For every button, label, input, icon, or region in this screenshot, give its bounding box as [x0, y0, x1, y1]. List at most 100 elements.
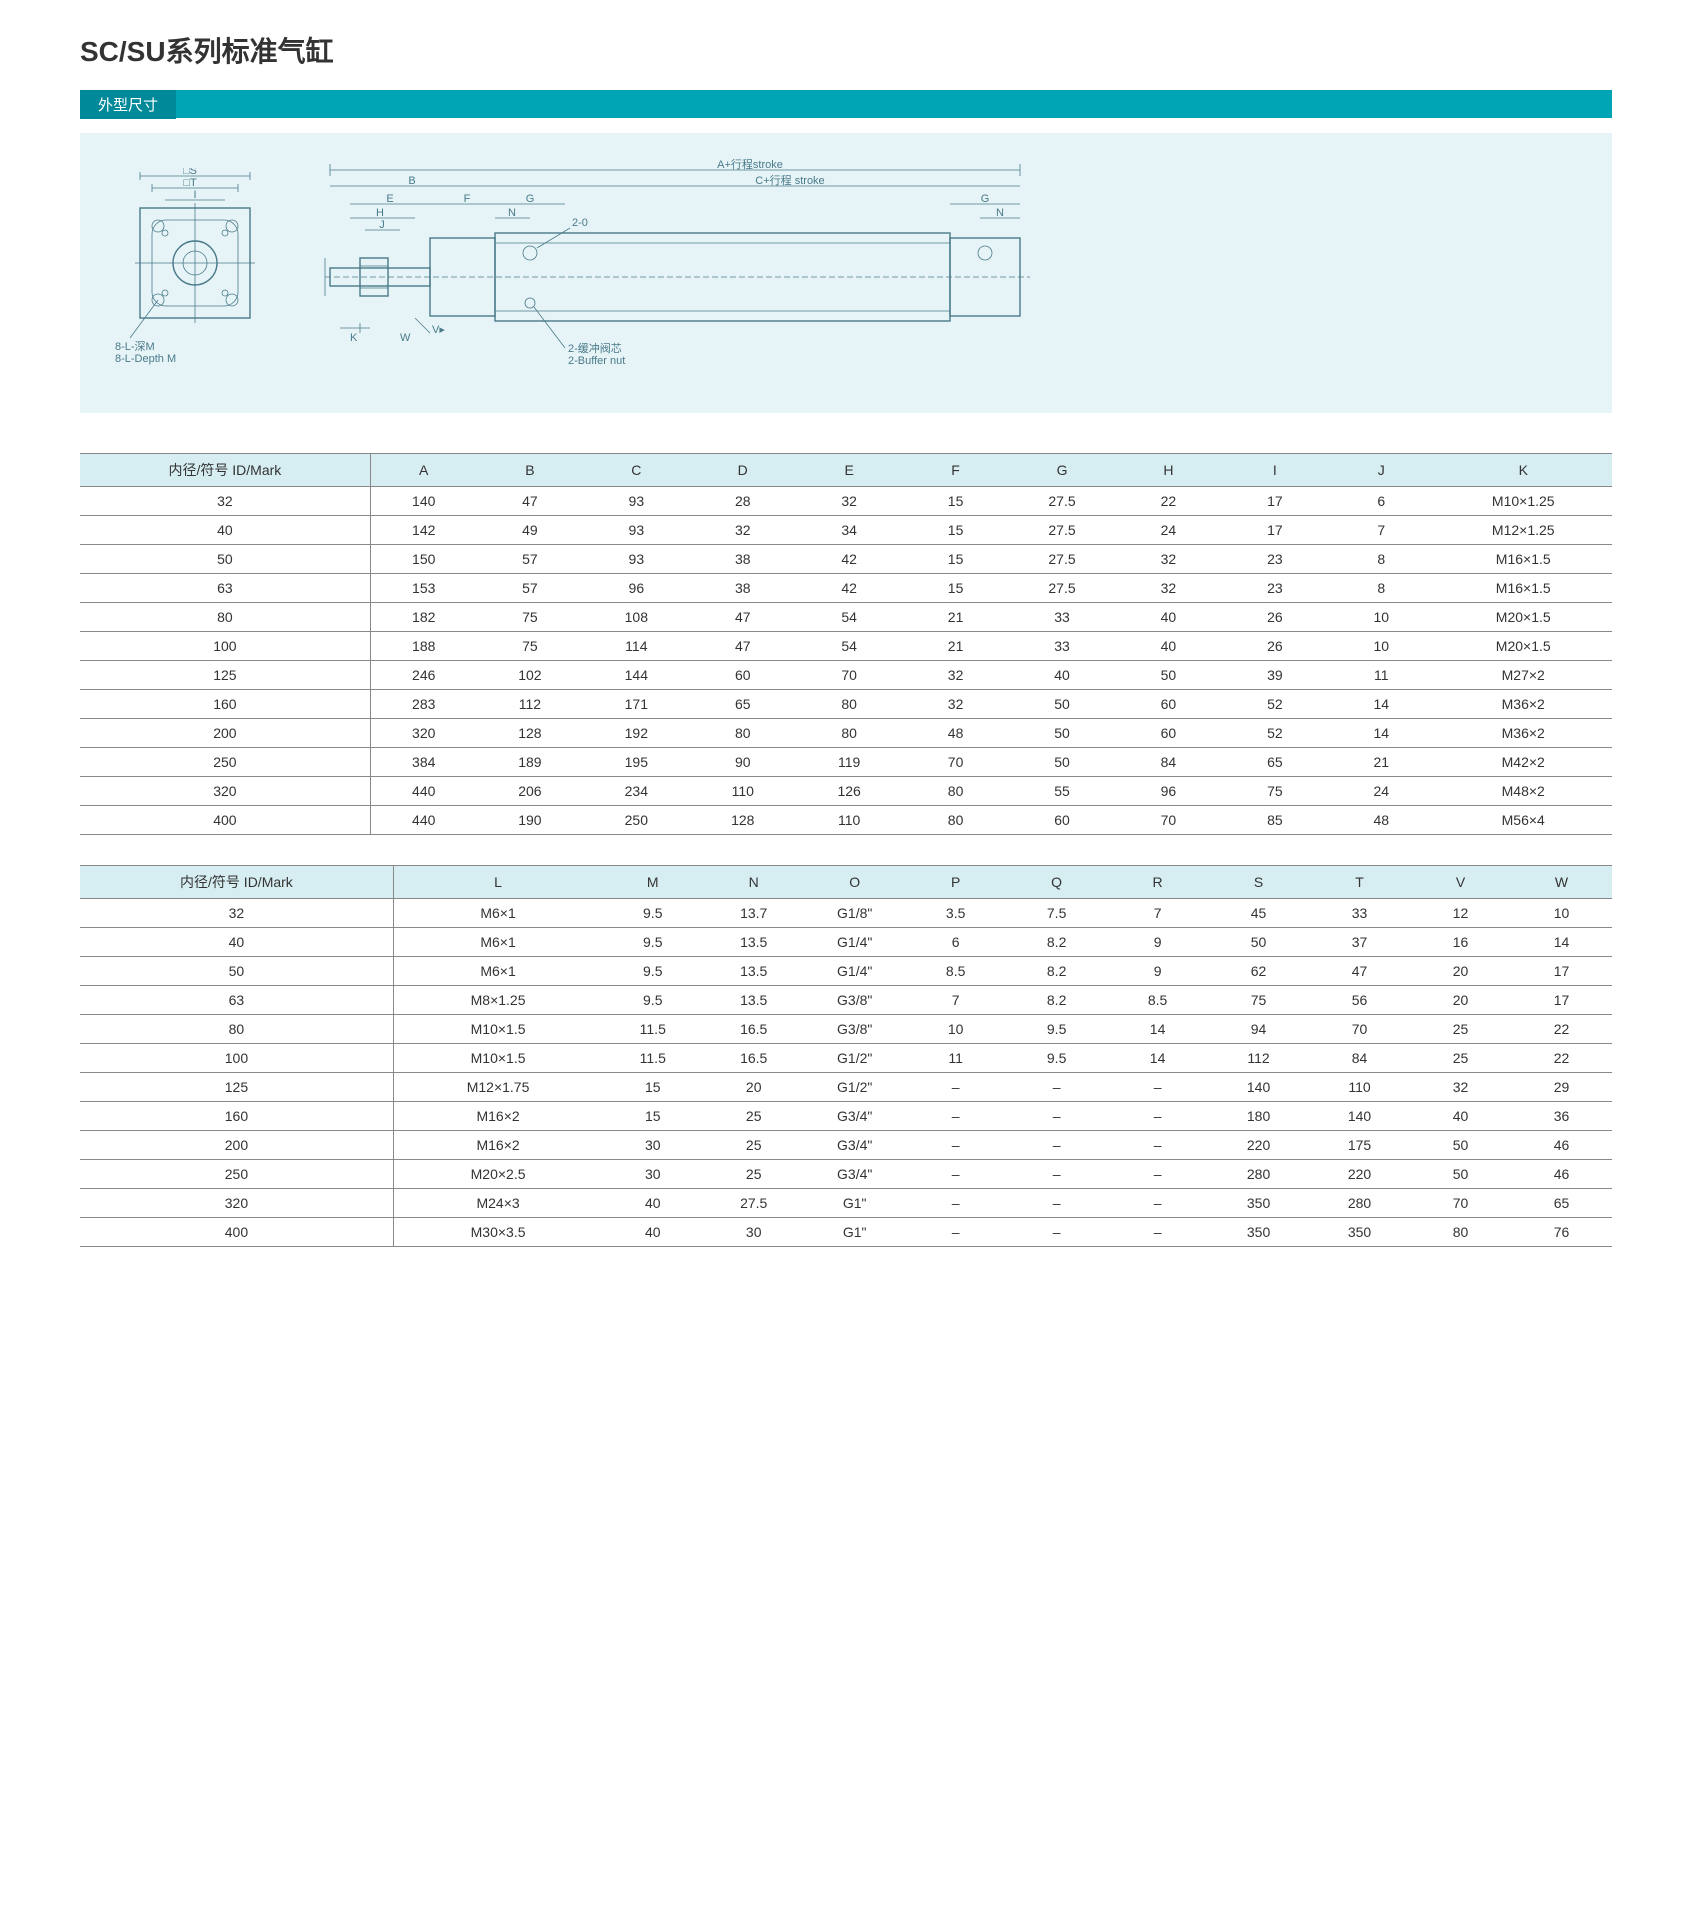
- cell: 11.5: [602, 1044, 703, 1073]
- svg-text:H: H: [376, 207, 384, 219]
- row-id: 100: [80, 1044, 393, 1073]
- cell: M36×2: [1434, 690, 1612, 719]
- cell: 80: [796, 690, 902, 719]
- cell: 27.5: [1009, 545, 1115, 574]
- cell: 13.7: [703, 899, 804, 928]
- row-id: 200: [80, 1131, 393, 1160]
- cell: 142: [370, 516, 476, 545]
- cell: M27×2: [1434, 661, 1612, 690]
- cell: 15: [902, 487, 1008, 516]
- row-id: 50: [80, 957, 393, 986]
- cell: 140: [370, 487, 476, 516]
- cell: M8×1.25: [393, 986, 602, 1015]
- cell: 70: [1115, 806, 1221, 835]
- cell: 70: [796, 661, 902, 690]
- cell: 46: [1511, 1131, 1612, 1160]
- svg-text:J: J: [379, 219, 385, 231]
- svg-text:N: N: [508, 207, 516, 219]
- cell: 180: [1208, 1102, 1309, 1131]
- col-header: S: [1208, 866, 1309, 899]
- cell: G1": [804, 1189, 905, 1218]
- cell: –: [905, 1189, 1006, 1218]
- cell: 40: [602, 1189, 703, 1218]
- cell: 52: [1222, 690, 1328, 719]
- svg-text:2-0: 2-0: [572, 217, 588, 229]
- cell: 25: [703, 1102, 804, 1131]
- cell: 29: [1511, 1073, 1612, 1102]
- cell: 220: [1208, 1131, 1309, 1160]
- cell: 384: [370, 748, 476, 777]
- cell: G3/8": [804, 986, 905, 1015]
- cell: 50: [1009, 719, 1115, 748]
- cell: M42×2: [1434, 748, 1612, 777]
- cell: 25: [1410, 1015, 1511, 1044]
- table-row: 40M6×19.513.5G1/4"68.2950371614: [80, 928, 1612, 957]
- cell: M12×1.25: [1434, 516, 1612, 545]
- cell: G3/4": [804, 1131, 905, 1160]
- cell: 75: [1222, 777, 1328, 806]
- cell: 350: [1208, 1218, 1309, 1247]
- cell: 21: [902, 603, 1008, 632]
- cell: 11.5: [602, 1015, 703, 1044]
- cell: M10×1.5: [393, 1015, 602, 1044]
- cell: 96: [1115, 777, 1221, 806]
- table-row: 12524610214460703240503911M27×2: [80, 661, 1612, 690]
- cell: 108: [583, 603, 689, 632]
- cell: 9: [1107, 928, 1208, 957]
- row-id: 32: [80, 899, 393, 928]
- cell: G1/4": [804, 928, 905, 957]
- cell: 65: [1222, 748, 1328, 777]
- cell: 21: [1328, 748, 1434, 777]
- cell: G1/2": [804, 1073, 905, 1102]
- cell: 195: [583, 748, 689, 777]
- cell: M10×1.5: [393, 1044, 602, 1073]
- cell: 11: [1328, 661, 1434, 690]
- col-header: M: [602, 866, 703, 899]
- cell: 102: [477, 661, 583, 690]
- cell: 40: [1115, 632, 1221, 661]
- row-id: 40: [80, 516, 370, 545]
- table-row: 16028311217165803250605214M36×2: [80, 690, 1612, 719]
- row-id: 80: [80, 603, 370, 632]
- cell: 52: [1222, 719, 1328, 748]
- cell: 33: [1009, 603, 1115, 632]
- cell: 50: [1410, 1131, 1511, 1160]
- col-header: B: [477, 454, 583, 487]
- cell: 128: [477, 719, 583, 748]
- row-id: 250: [80, 1160, 393, 1189]
- col-header: G: [1009, 454, 1115, 487]
- cell: 11: [905, 1044, 1006, 1073]
- cell: 9: [1107, 957, 1208, 986]
- cell: 110: [796, 806, 902, 835]
- cell: 12: [1410, 899, 1511, 928]
- cell: 33: [1309, 899, 1410, 928]
- cell: –: [1006, 1160, 1107, 1189]
- cell: 7: [1107, 899, 1208, 928]
- cell: 96: [583, 574, 689, 603]
- cell: G3/8": [804, 1015, 905, 1044]
- cell: 84: [1115, 748, 1221, 777]
- cell: 39: [1222, 661, 1328, 690]
- cell: 57: [477, 574, 583, 603]
- cell: 32: [690, 516, 796, 545]
- cell: 9.5: [602, 957, 703, 986]
- cell: 32: [902, 690, 1008, 719]
- svg-text:G: G: [526, 193, 535, 205]
- cell: 175: [1309, 1131, 1410, 1160]
- cell: M12×1.75: [393, 1073, 602, 1102]
- cell: 33: [1009, 632, 1115, 661]
- row-id: 400: [80, 806, 370, 835]
- row-id: 100: [80, 632, 370, 661]
- row-id: 63: [80, 574, 370, 603]
- cell: 188: [370, 632, 476, 661]
- cell: 6: [1328, 487, 1434, 516]
- cell: 80: [690, 719, 796, 748]
- row-id: 200: [80, 719, 370, 748]
- row-id: 40: [80, 928, 393, 957]
- cell: 75: [477, 632, 583, 661]
- cell: 8.2: [1006, 986, 1107, 1015]
- cell: 93: [583, 516, 689, 545]
- cell: M30×3.5: [393, 1218, 602, 1247]
- front-view-diagram: □S □T I 8-L-深M 8-L-Depth M: [110, 168, 280, 378]
- table-row: 801827510847542133402610M20×1.5: [80, 603, 1612, 632]
